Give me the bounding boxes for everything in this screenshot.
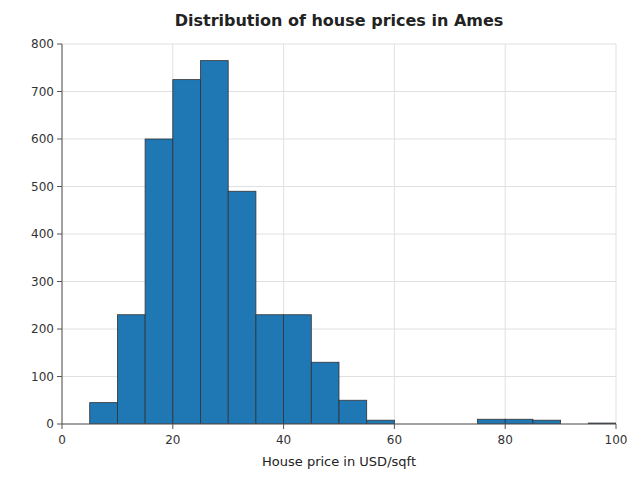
histogram-bar <box>256 315 284 424</box>
y-tick-label: 500 <box>31 180 54 194</box>
histogram-bar <box>284 315 312 424</box>
histogram-bar <box>478 419 506 424</box>
x-tick-label: 0 <box>58 433 66 447</box>
y-tick-label: 700 <box>31 85 54 99</box>
x-axis-line <box>62 424 616 425</box>
histogram-bar <box>505 419 533 424</box>
y-tick <box>57 424 62 425</box>
grid-line-x <box>394 44 395 424</box>
histogram-bar <box>339 400 367 424</box>
chart: 0 20 40 60 80 100 0 100 200 300 400 500 600 700 800 Dis… <box>0 0 640 480</box>
y-tick-label: 600 <box>31 132 54 146</box>
y-tick <box>57 91 62 92</box>
x-tick <box>505 424 506 429</box>
y-tick <box>57 44 62 45</box>
y-tick <box>57 234 62 235</box>
x-tick <box>62 424 63 429</box>
histogram-bar <box>173 80 201 424</box>
x-axis-label: House price in USD/sqft <box>262 454 416 469</box>
grid-line-x <box>505 44 506 424</box>
bars <box>90 61 616 424</box>
x-tick-label: 40 <box>276 433 291 447</box>
x-tick <box>616 424 617 429</box>
grid-line-y <box>62 424 616 425</box>
y-tick-label: 0 <box>46 417 54 431</box>
y-tick-label: 200 <box>31 322 54 336</box>
histogram-bar <box>90 403 118 424</box>
chart-container: 0 20 40 60 80 100 0 100 200 300 400 500 600 700 800 Dis… <box>0 0 640 480</box>
histogram-bar <box>367 420 395 424</box>
x-tick-label: 100 <box>605 433 628 447</box>
y-tick <box>57 139 62 140</box>
histogram-bar <box>311 362 339 424</box>
y-tick <box>57 376 62 377</box>
x-tick-label: 20 <box>165 433 180 447</box>
y-tick <box>57 329 62 330</box>
histogram-bar <box>201 61 229 424</box>
grid-line-y <box>62 44 616 45</box>
x-tick-label: 80 <box>498 433 513 447</box>
chart-title: Distribution of house prices in Ames <box>175 11 504 30</box>
grid-line-y <box>62 91 616 92</box>
y-tick-label: 400 <box>31 227 54 241</box>
grid <box>62 44 616 424</box>
y-tick <box>57 186 62 187</box>
histogram-bar <box>117 315 145 424</box>
y-tick-label: 300 <box>31 275 54 289</box>
x-tick <box>283 424 284 429</box>
axes: 0 20 40 60 80 100 0 100 200 300 400 500 600 700 800 <box>31 37 627 447</box>
y-tick <box>57 281 62 282</box>
histogram-bar <box>228 191 256 424</box>
x-tick-label: 60 <box>387 433 402 447</box>
histogram-bar <box>533 420 561 424</box>
grid-line-x <box>616 44 617 424</box>
y-tick-label: 100 <box>31 370 54 384</box>
x-tick <box>172 424 173 429</box>
histogram-bar <box>145 139 173 424</box>
x-tick <box>394 424 395 429</box>
y-tick-label: 800 <box>31 37 54 51</box>
